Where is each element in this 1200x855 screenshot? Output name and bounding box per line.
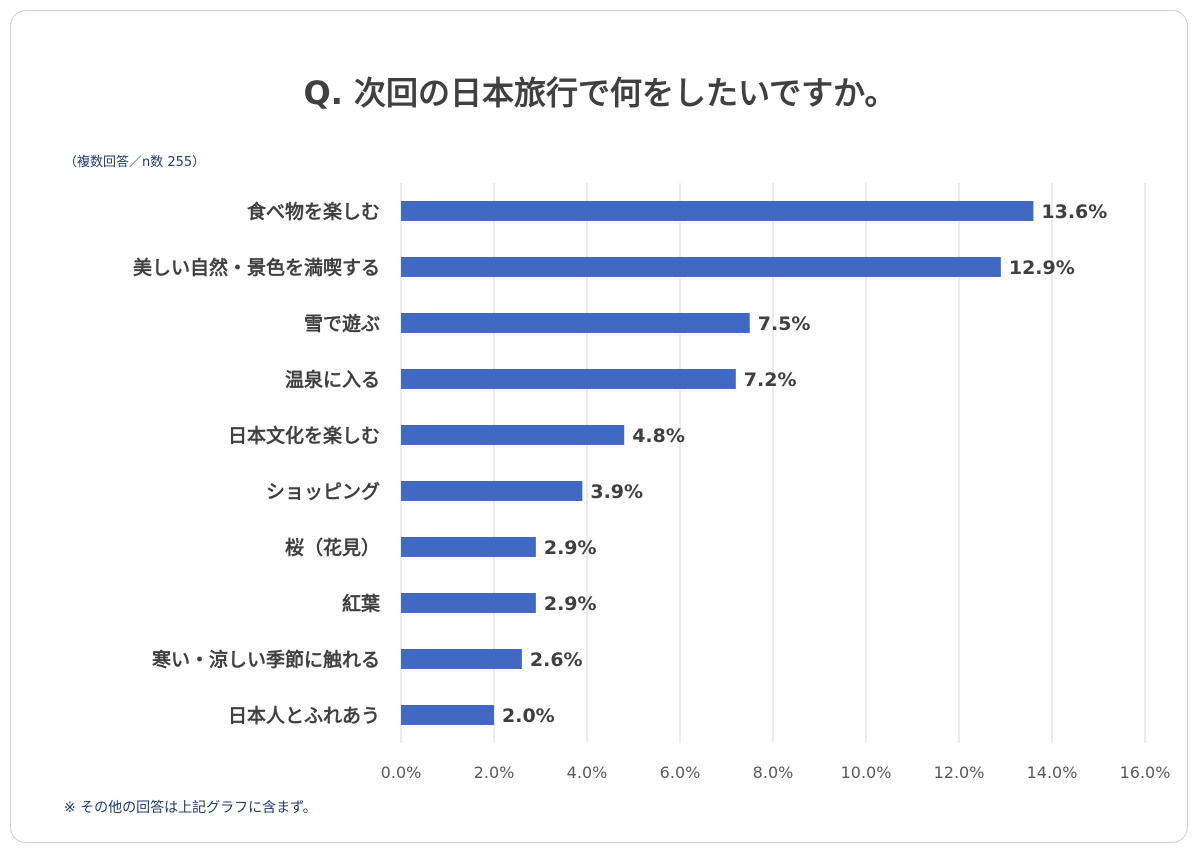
- x-tick-label: 2.0%: [474, 763, 515, 782]
- x-tick-label: 8.0%: [753, 763, 794, 782]
- value-label: 7.2%: [744, 369, 797, 391]
- chart-title: Q. 次回の日本旅行で何をしたいですか。: [303, 74, 897, 112]
- category-label: 温泉に入る: [285, 368, 380, 391]
- category-label: 桜（花見）: [285, 536, 380, 559]
- x-tick-label: 0.0%: [381, 763, 422, 782]
- sample-note: （複数回答／n数 255）: [64, 155, 206, 170]
- bar: [401, 313, 750, 333]
- value-label: 2.9%: [544, 593, 597, 615]
- bar: [401, 425, 625, 445]
- bar: [401, 593, 536, 613]
- value-label: 3.9%: [590, 481, 643, 503]
- x-tick-label: 6.0%: [660, 763, 701, 782]
- category-label: ショッピング: [266, 480, 380, 503]
- bar: [401, 481, 583, 501]
- x-tick-label: 10.0%: [841, 763, 892, 782]
- value-label: 2.6%: [530, 649, 583, 671]
- category-label: 雪で遊ぶ: [304, 312, 380, 335]
- bar: [401, 705, 494, 725]
- category-label: 食べ物を楽しむ: [247, 200, 380, 223]
- bar: [401, 537, 536, 557]
- bar: [401, 257, 1001, 277]
- value-label: 7.5%: [758, 313, 811, 335]
- x-tick-label: 4.0%: [567, 763, 608, 782]
- value-label: 2.9%: [544, 537, 597, 559]
- bar: [401, 201, 1034, 221]
- x-tick-label: 16.0%: [1120, 763, 1171, 782]
- category-label: 寒い・涼しい季節に触れる: [152, 648, 380, 671]
- value-label: 13.6%: [1041, 201, 1107, 223]
- category-label: 日本人とふれあう: [228, 704, 380, 727]
- category-label: 日本文化を楽しむ: [228, 424, 380, 447]
- value-label: 2.0%: [502, 705, 555, 727]
- x-tick-label: 14.0%: [1027, 763, 1078, 782]
- x-tick-label: 12.0%: [934, 763, 985, 782]
- value-label: 12.9%: [1009, 257, 1075, 279]
- bar: [401, 369, 736, 389]
- value-label: 4.8%: [632, 425, 685, 447]
- category-label: 美しい自然・景色を満喫する: [133, 256, 380, 279]
- footnote: ※ その他の回答は上記グラフに含まず。: [64, 800, 317, 816]
- category-label: 紅葉: [342, 592, 381, 615]
- bar: [401, 649, 522, 669]
